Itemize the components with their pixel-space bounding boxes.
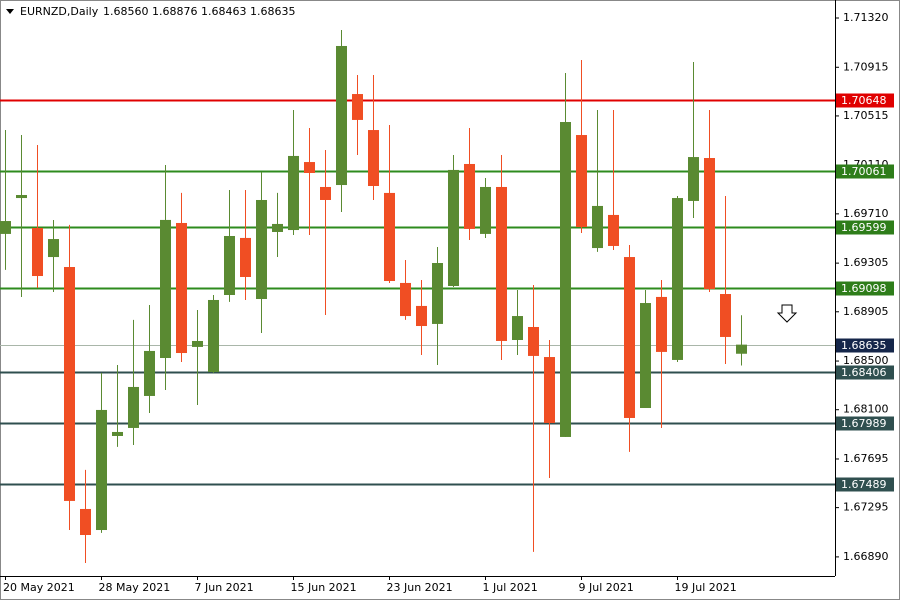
candle-body bbox=[384, 192, 395, 282]
menu-triangle bbox=[6, 9, 14, 14]
candle-body bbox=[192, 340, 203, 347]
level-label-box bbox=[836, 365, 894, 380]
symbol-label: EURNZD,Daily bbox=[20, 5, 99, 18]
y-tick-label: 1.66890 bbox=[843, 550, 889, 563]
candle-body bbox=[704, 158, 715, 290]
candle-body bbox=[592, 205, 603, 249]
y-tick-label: 1.71320 bbox=[843, 11, 889, 24]
candle-body bbox=[208, 299, 219, 372]
candle-body bbox=[640, 303, 651, 409]
level-label-box bbox=[836, 416, 894, 431]
level-label-box bbox=[836, 220, 894, 235]
header-value: 1.68635 bbox=[250, 5, 296, 18]
candle-body bbox=[432, 263, 443, 324]
candle-body bbox=[272, 223, 283, 232]
candle-body bbox=[544, 357, 555, 423]
header-value: 1.68560 bbox=[103, 5, 149, 18]
x-tick-label: 7 Jun 2021 bbox=[195, 581, 254, 594]
x-tick-label: 15 Jun 2021 bbox=[291, 581, 357, 594]
x-tick-label: 9 Jul 2021 bbox=[579, 581, 634, 594]
candle-body bbox=[96, 409, 107, 531]
y-tick-label: 1.68500 bbox=[843, 354, 889, 367]
candle-body bbox=[352, 94, 363, 120]
header-value: 1.68463 bbox=[201, 5, 247, 18]
level-label: 1.70061 bbox=[841, 165, 887, 178]
candle-body bbox=[720, 294, 731, 337]
y-tick-label: 1.70515 bbox=[843, 109, 889, 122]
candle-body bbox=[48, 239, 59, 258]
levels bbox=[0, 99, 835, 486]
candle-body bbox=[160, 219, 171, 359]
level-label-box bbox=[836, 281, 894, 296]
candle-body bbox=[320, 186, 331, 200]
level-label-box bbox=[836, 338, 894, 353]
level-label: 1.69599 bbox=[841, 221, 887, 234]
candle-body bbox=[416, 305, 427, 327]
y-tick-label: 1.68100 bbox=[843, 403, 889, 416]
candle-body bbox=[480, 186, 491, 234]
candle-body bbox=[608, 214, 619, 246]
candle-body bbox=[512, 316, 523, 341]
candle-body bbox=[16, 195, 27, 199]
y-tick-label: 1.67695 bbox=[843, 452, 889, 465]
candle-body bbox=[688, 157, 699, 201]
candle-body bbox=[672, 198, 683, 360]
candle-body bbox=[0, 221, 11, 234]
sell-arrow-icon bbox=[776, 304, 798, 323]
candle-body bbox=[736, 344, 747, 354]
x-tick-label: 23 Jun 2021 bbox=[387, 581, 453, 594]
y-tick-label: 1.68905 bbox=[843, 305, 889, 318]
candle-body bbox=[400, 282, 411, 317]
y-tick-label: 1.69305 bbox=[843, 256, 889, 269]
candle-body bbox=[64, 267, 75, 501]
level-label-box bbox=[836, 93, 894, 108]
y-tick-label: 1.67295 bbox=[843, 501, 889, 514]
candle-body bbox=[656, 296, 667, 352]
candle-body bbox=[624, 257, 635, 418]
candle-body bbox=[448, 169, 459, 286]
candles bbox=[0, 30, 747, 563]
x-tick-label: 20 May 2021 bbox=[3, 581, 75, 594]
candle-body bbox=[288, 155, 299, 231]
candle-body bbox=[464, 163, 475, 229]
level-label: 1.70648 bbox=[841, 94, 887, 107]
header-value: 1.68876 bbox=[152, 5, 198, 18]
y-tick-label: 1.70915 bbox=[843, 60, 889, 73]
level-label-box bbox=[836, 164, 894, 179]
level-label: 1.67989 bbox=[841, 417, 887, 430]
candle-body bbox=[528, 326, 539, 356]
candle-body bbox=[176, 222, 187, 354]
level-label: 1.68406 bbox=[841, 366, 887, 379]
candle-body bbox=[128, 386, 139, 428]
candle-body bbox=[32, 227, 43, 277]
level-label: 1.67489 bbox=[841, 478, 887, 491]
x-tick-label: 1 Jul 2021 bbox=[483, 581, 538, 594]
candle-body bbox=[256, 199, 267, 300]
candle-body bbox=[496, 186, 507, 341]
candle-body bbox=[336, 45, 347, 186]
candle-body bbox=[224, 235, 235, 295]
candle-body bbox=[576, 135, 587, 227]
x-tick-label: 19 Jul 2021 bbox=[675, 581, 737, 594]
header-values: 1.68560 1.68876 1.68463 1.68635 bbox=[103, 5, 296, 18]
level-label-box bbox=[836, 477, 894, 492]
x-tick-label: 28 May 2021 bbox=[99, 581, 171, 594]
candle-body bbox=[368, 130, 379, 186]
candle-body bbox=[240, 237, 251, 277]
candle-body bbox=[560, 122, 571, 437]
y-tick-label: 1.69710 bbox=[843, 207, 889, 220]
level-label: 1.69098 bbox=[841, 282, 887, 295]
candle-body bbox=[80, 508, 91, 536]
level-label: 1.68635 bbox=[841, 339, 887, 352]
candle-body bbox=[112, 431, 123, 436]
candle-body bbox=[304, 162, 315, 173]
candle-body bbox=[144, 350, 155, 396]
